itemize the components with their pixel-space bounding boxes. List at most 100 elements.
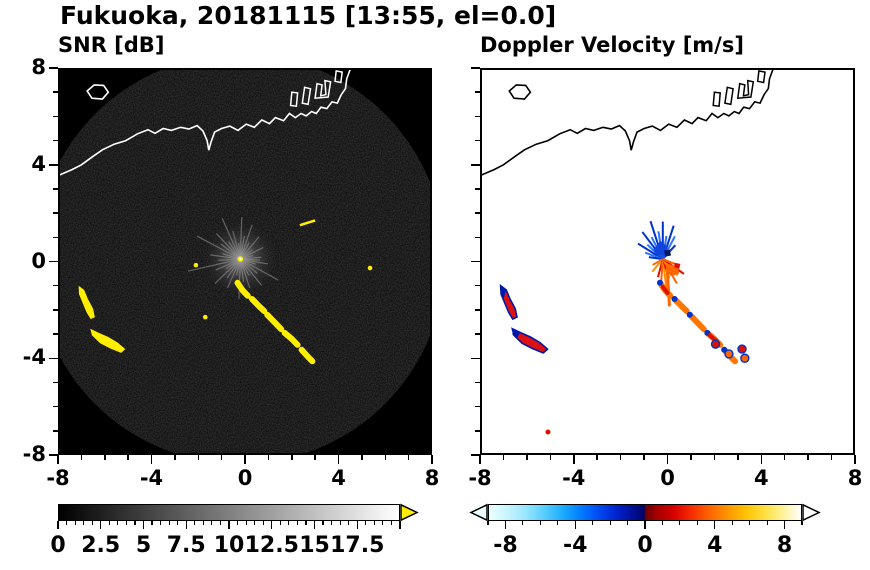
velocity-panel-title: Doppler Velocity [m/s] <box>480 33 744 57</box>
x-axis-tick <box>220 455 223 460</box>
colorbar-tick-label: -8 <box>493 533 518 558</box>
colorbar-tick-label: 8 <box>776 533 793 558</box>
colorbar-tick <box>339 521 341 525</box>
snr-echo-blob <box>78 285 95 320</box>
colorbar-tick <box>142 521 145 529</box>
figure-title: Fukuoka, 20181115 [13:55, el=0.0] <box>60 1 557 30</box>
snr-clutter-ray <box>239 224 253 260</box>
x-axis-tick <box>197 455 199 460</box>
colorbar-tick-label: 10 <box>213 533 245 558</box>
colorbar-tick <box>574 521 576 529</box>
velocity-spike <box>637 242 664 260</box>
y-axis-tick <box>471 357 480 359</box>
velocity-center-blob <box>653 240 668 256</box>
plot-frame <box>58 68 432 455</box>
x-axis-tick <box>127 455 129 460</box>
x-axis-tick <box>361 455 363 460</box>
colorbar-tick <box>801 521 803 525</box>
port-dock-outline <box>756 70 766 84</box>
colorbar-tick <box>211 521 213 525</box>
snr-echo-blob <box>90 328 126 353</box>
colorbar-tick <box>177 521 179 525</box>
y-tick-label: 0 <box>31 248 46 273</box>
colorbar-under-arrow <box>469 503 488 522</box>
y-tick-label: -4 <box>22 345 46 370</box>
colorbar-tick-label: 0 <box>637 533 653 558</box>
snr-clutter-ray <box>220 243 241 260</box>
coastline-path <box>480 68 775 177</box>
colorbar-tick <box>679 521 681 525</box>
colorbar-tick <box>202 521 204 525</box>
colorbar-tick <box>305 521 307 525</box>
colorbar-tick <box>749 521 751 525</box>
x-tick-label: -4 <box>562 466 586 490</box>
snr-clutter-ray <box>239 236 260 260</box>
x-axis-tick <box>337 455 340 464</box>
velocity-chain-blue-dot <box>686 311 693 318</box>
colorbar-tick <box>322 521 324 525</box>
port-dock-outline <box>314 79 332 100</box>
colorbar-tick <box>271 521 273 529</box>
colorbar-tick <box>151 521 153 525</box>
colorbar-tick <box>228 521 230 529</box>
x-tick-label: -8 <box>468 466 492 490</box>
echo-chain-segment <box>234 279 251 299</box>
colorbar-tick <box>83 521 85 525</box>
colorbar-tick <box>74 521 76 525</box>
colorbar-tick-label: 12.5 <box>244 533 299 558</box>
x-axis-tick <box>690 455 692 460</box>
colorbar-tick <box>125 521 127 525</box>
colorbar-tick <box>539 521 541 525</box>
x-axis-tick <box>549 455 552 460</box>
y-axis-tick <box>471 454 480 456</box>
velocity-echo-blue-patch <box>500 286 506 298</box>
snr-clutter-ray <box>240 258 279 281</box>
snr-panel-title: SNR [dB] <box>58 33 165 57</box>
colorbar-tick <box>245 521 247 525</box>
snr-clutter-ray <box>239 258 258 274</box>
colorbar-tick <box>57 521 59 529</box>
colorbar-tick-label: 15 <box>299 533 330 558</box>
x-axis-tick <box>80 455 83 460</box>
colorbar-tick <box>399 521 401 529</box>
x-axis-tick <box>643 455 645 460</box>
colorbar-tick <box>168 521 170 525</box>
colorbar-tick <box>331 521 333 525</box>
snr-speck <box>202 314 208 320</box>
x-tick-label: 8 <box>424 466 440 490</box>
velocity-extra-blob <box>740 353 750 363</box>
island-outline <box>86 84 110 100</box>
x-axis-tick <box>150 455 153 464</box>
colorbar-tick <box>557 521 559 525</box>
x-tick-label: 0 <box>660 466 675 490</box>
echo-chain-segment <box>249 296 268 315</box>
island-outline <box>508 84 532 100</box>
colorbar-tick <box>288 521 290 525</box>
y-tick-label: -8 <box>22 442 46 466</box>
x-axis-tick <box>244 455 246 464</box>
x-tick-label: -8 <box>46 466 70 490</box>
colorbar-tick <box>108 521 110 525</box>
colorbar-tick <box>783 521 786 529</box>
colorbar-tick <box>696 521 698 525</box>
colorbar-tick <box>100 521 102 529</box>
colorbar-tick <box>134 521 136 525</box>
velocity-echo-blue-patch <box>512 329 520 339</box>
colorbar-tick-label: 2.5 <box>81 533 121 558</box>
port-dock-outline <box>724 86 734 106</box>
snr-clutter-ray <box>238 259 241 299</box>
x-axis-tick <box>666 455 669 464</box>
x-axis-tick <box>807 455 809 460</box>
colorbar-tick <box>373 521 375 525</box>
echo-chain-segment <box>264 311 285 333</box>
colorbar-tick <box>626 521 629 525</box>
colorbar-tick <box>487 521 489 525</box>
colorbar-tick-label: 7.5 <box>166 533 206 558</box>
y-axis-tick <box>49 67 58 69</box>
snr-clutter-ray <box>232 230 241 260</box>
x-axis-tick <box>104 455 106 460</box>
colorbar-tick <box>65 521 68 525</box>
colorbar-gradient-bar <box>58 504 400 521</box>
x-tick-label: 0 <box>237 466 253 490</box>
y-axis-tick <box>49 454 58 456</box>
